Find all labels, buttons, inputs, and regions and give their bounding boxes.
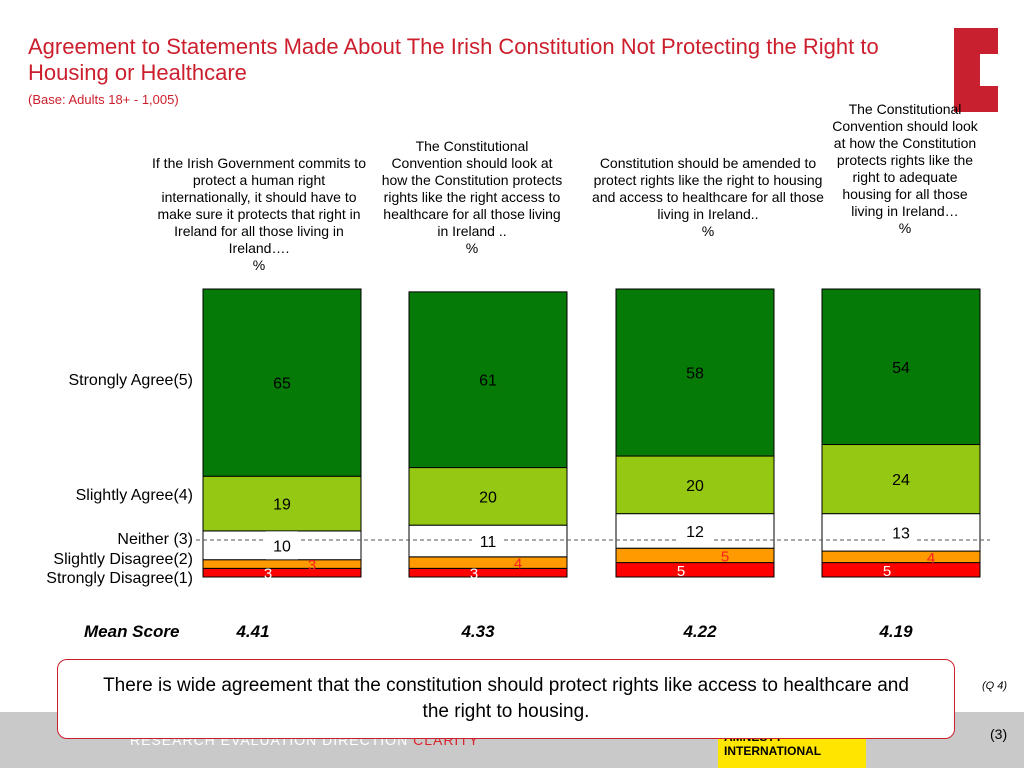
row-label-slightly-agree: Slightly Agree(4): [75, 487, 193, 504]
bar-segment-4-series-5: [821, 562, 981, 578]
column-header-2-unit: %: [465, 240, 479, 256]
column-header-2: The Constitutional Convention should loo…: [381, 138, 563, 257]
bar-label-2-series-3: 11: [480, 534, 497, 551]
key-finding-callout: There is wide agreement that the constit…: [57, 659, 955, 739]
bar-label-4-series-2: 24: [892, 472, 910, 489]
bar-label-4-series-1: 54: [892, 360, 910, 377]
neither-label-bg-4: [885, 518, 917, 547]
bar-label-1-series-1: 65: [273, 376, 291, 393]
mean-score-label: Mean Score: [84, 622, 180, 641]
bar-segment-2-series-4: [408, 556, 568, 569]
bar-segment-3-series-5: [615, 562, 775, 578]
bar-label-3-series-5: 5: [677, 563, 685, 580]
bar-label-1-series-5: 3: [264, 566, 272, 583]
mean-score-3: 4.22: [683, 622, 717, 641]
column-header-4-unit: %: [898, 220, 912, 236]
bar-label-4-series-4: 4: [927, 550, 935, 567]
question-reference: (Q 4): [982, 680, 1008, 692]
bar-segment-4-series-2: [821, 444, 981, 515]
chart-title: Agreement to Statements Made About The I…: [28, 34, 879, 85]
bar-segment-1-series-4: [202, 559, 362, 569]
neither-label-bg-2: [472, 527, 504, 555]
bar-segment-4-series-4: [821, 550, 981, 564]
bar-segment-2-series-2: [408, 467, 568, 526]
bar-segment-1-series-2: [202, 475, 362, 532]
bar-segment-3-series-1: [615, 288, 775, 457]
bar-label-1-series-2: 19: [273, 497, 291, 514]
column-header-4-text: The Constitutional Convention should loo…: [832, 101, 978, 219]
mean-score-1: 4.41: [236, 622, 270, 641]
bar-label-4-series-5: 5: [883, 563, 891, 580]
row-label-strongly-agree: Strongly Agree(5): [68, 372, 193, 389]
column-header-3-text: Constitution should be amended to protec…: [592, 155, 824, 222]
neither-label-bg-3: [679, 516, 711, 545]
bar-label-1-series-3: 10: [273, 538, 291, 555]
callout-text: There is wide agreement that the constit…: [103, 675, 909, 722]
bar-label-3-series-1: 58: [686, 366, 704, 383]
column-header-1-unit: %: [252, 257, 266, 273]
mean-score-4: 4.19: [879, 622, 913, 641]
bar-segment-1-series-5: [202, 567, 362, 578]
column-header-1-text: If the Irish Government commits to prote…: [152, 155, 366, 256]
bar-label-1-series-4: 3: [308, 557, 316, 574]
page-number: (3): [990, 726, 1008, 742]
bar-segment-4-series-1: [821, 288, 981, 446]
column-header-3-unit: %: [701, 223, 715, 239]
column-header-1: If the Irish Government commits to prote…: [148, 155, 370, 274]
bar-label-2-series-1: 61: [479, 373, 497, 390]
bar-label-2-series-2: 20: [479, 489, 497, 506]
mean-score-2: 4.33: [461, 622, 495, 641]
bar-label-2-series-5: 3: [470, 566, 478, 583]
bar-segment-1-series-1: [202, 288, 362, 477]
bar-label-4-series-3: 13: [892, 525, 910, 542]
row-label-neither: Neither (3): [117, 531, 193, 548]
neither-label-bg-1: [266, 531, 298, 560]
company-logo: [954, 28, 998, 112]
row-label-slightly-disagree: Slightly Disagree(2): [53, 551, 193, 568]
bar-segment-2-series-5: [408, 567, 568, 578]
chart-subtitle: (Base: Adults 18+ - 1,005): [28, 92, 179, 107]
bar-label-2-series-4: 4: [514, 556, 522, 573]
bar-segment-3-series-2: [615, 455, 775, 515]
bar-segment-2-series-1: [408, 291, 568, 469]
row-label-strongly-disagree: Strongly Disagree(1): [46, 570, 193, 587]
bar-segment-3-series-4: [615, 547, 775, 564]
column-header-2-text: The Constitutional Convention should loo…: [381, 138, 563, 239]
bar-label-3-series-2: 20: [686, 478, 704, 495]
column-header-3: Constitution should be amended to protec…: [580, 155, 836, 240]
bar-label-3-series-3: 12: [686, 524, 704, 541]
bar-label-3-series-4: 5: [721, 548, 729, 565]
column-header-4: The Constitutional Convention should loo…: [828, 101, 982, 237]
